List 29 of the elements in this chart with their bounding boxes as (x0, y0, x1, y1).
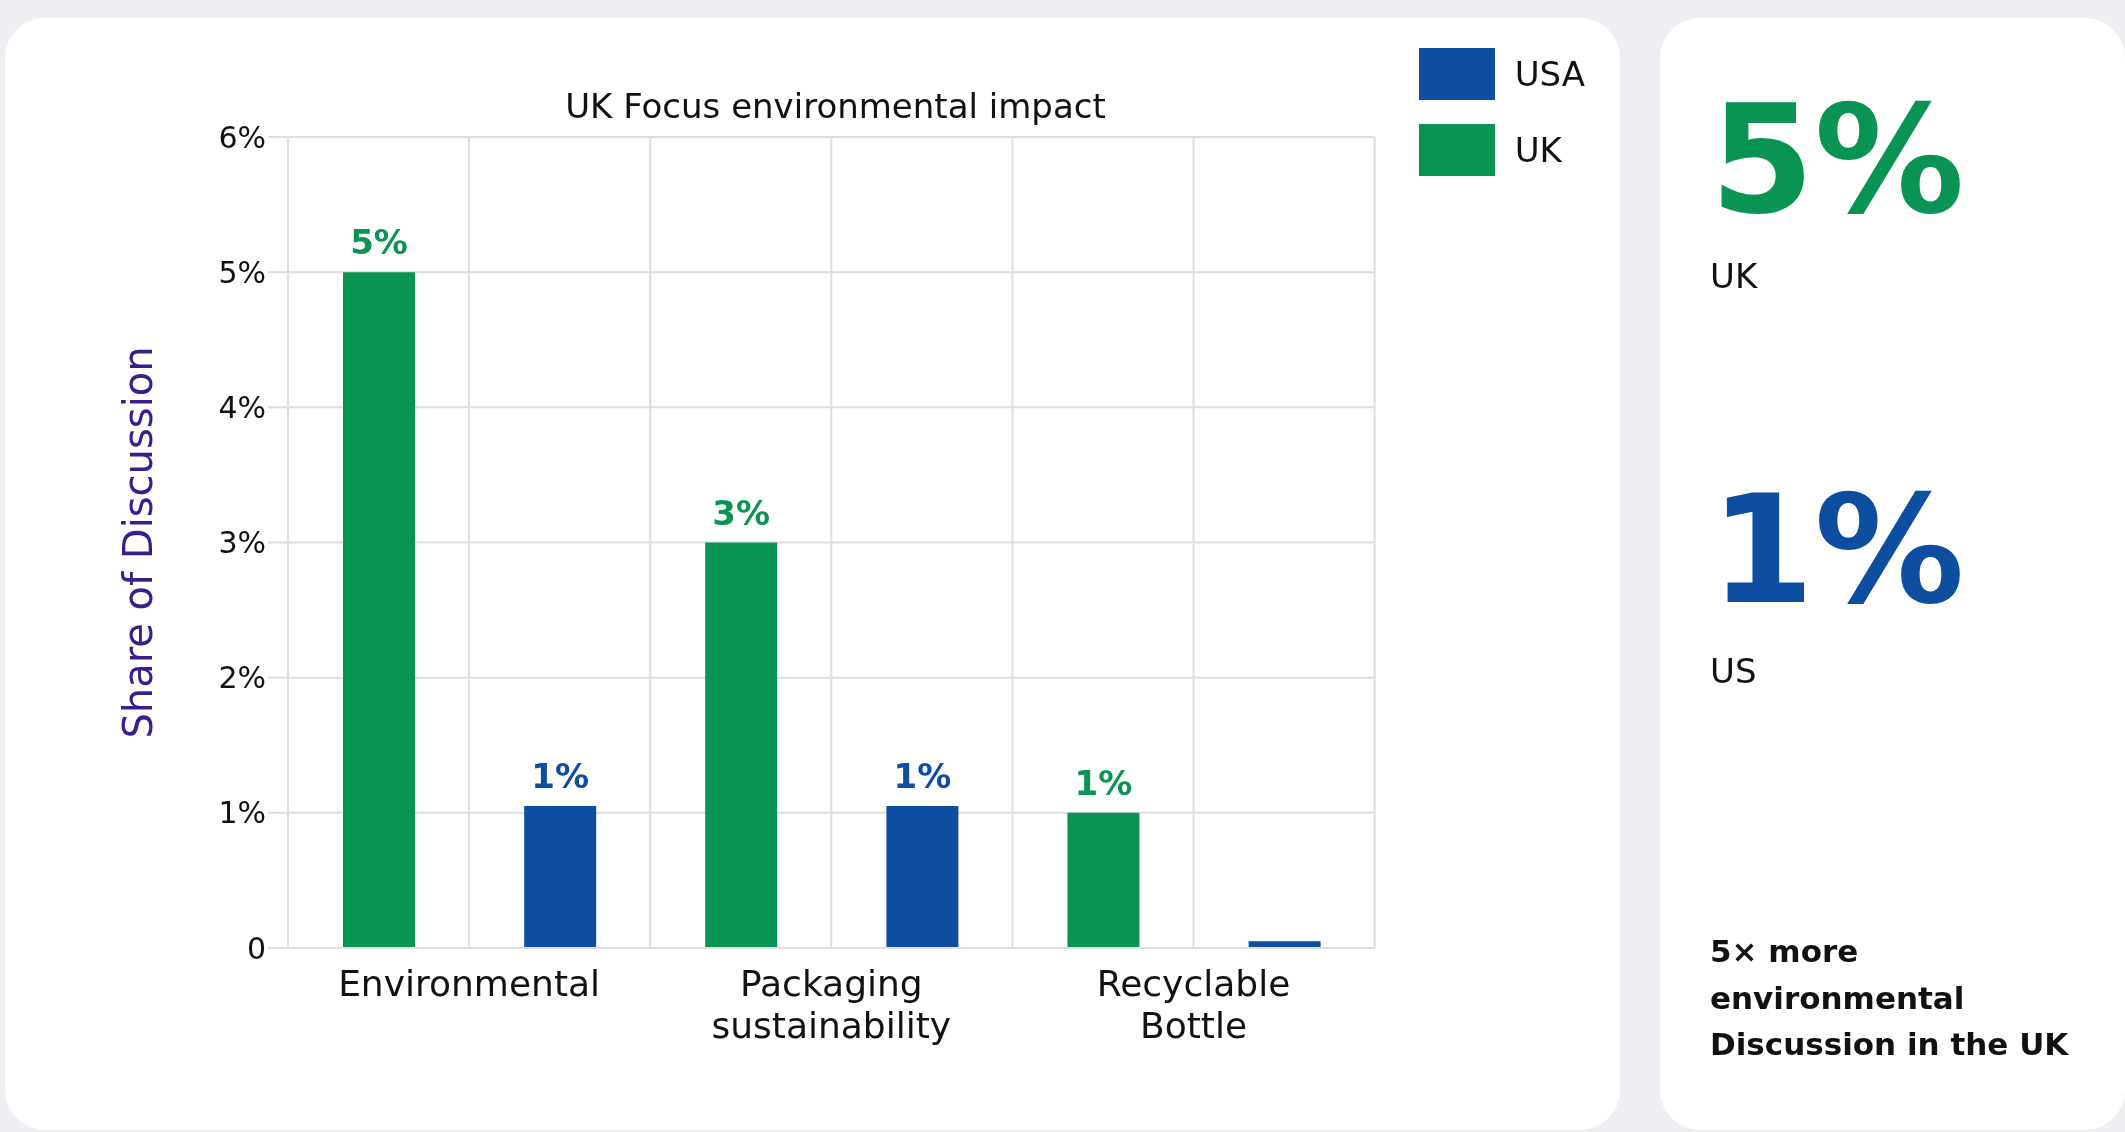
bar (524, 806, 597, 948)
data-label: 1% (1074, 762, 1133, 803)
data-label: 1% (531, 756, 590, 797)
text: 5× more environmental Discussion in the UK (1710, 932, 2070, 1064)
y-tick-label: 4% (218, 389, 266, 425)
bar (1067, 812, 1140, 948)
text: 5% (1710, 73, 1965, 247)
y-tick-label: 0 (246, 930, 266, 966)
chart-title: UK Focus environmental impact (564, 86, 1107, 126)
data-label: 1% (893, 756, 952, 797)
y-tick-label: 3% (218, 525, 266, 561)
y-axis-title: Share of Discussion (115, 346, 162, 739)
bar (705, 542, 778, 948)
bar (886, 806, 959, 948)
y-tick-label: 5% (218, 254, 266, 290)
legend-label: UK (1514, 130, 1562, 170)
bar (343, 272, 415, 948)
x-tick-label: Packaging sustainability (711, 963, 952, 1046)
legend-label: USA (1514, 54, 1585, 94)
x-tick-label: Recyclable Bottle (1096, 963, 1291, 1046)
text: UK (1710, 256, 1758, 296)
data-label: 5% (350, 222, 408, 263)
data-label: 3% (712, 492, 771, 533)
x-tick-label: Environmental (338, 963, 601, 1004)
y-tick-label: 6% (218, 119, 266, 155)
text: 1% (1710, 463, 1965, 637)
y-tick-label: 2% (218, 660, 266, 696)
y-tick-label: 1% (218, 795, 266, 831)
text: US (1710, 651, 1757, 691)
